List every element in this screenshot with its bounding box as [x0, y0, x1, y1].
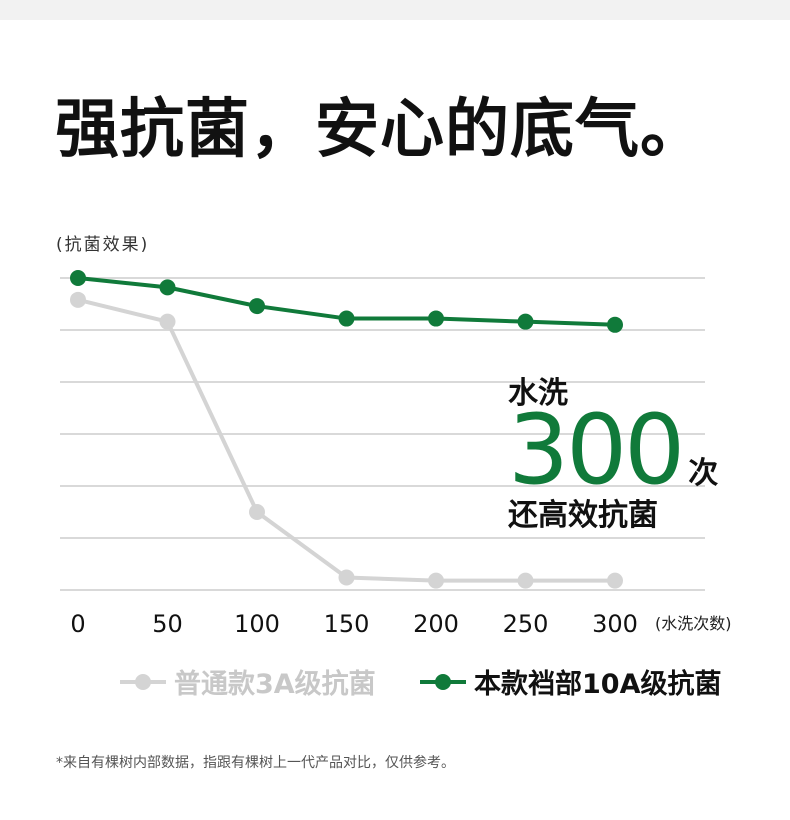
y-axis-label: (抗菌效果)	[56, 235, 150, 255]
data-point-s1-4	[428, 310, 444, 327]
data-point-s0-1	[159, 313, 176, 330]
data-point-s1-5	[517, 313, 534, 330]
chart-legend: 普通款3A级抗菌 本款裆部10A级抗菌	[0, 662, 790, 702]
callout-number-row: 300 次	[508, 402, 718, 498]
data-point-s0-5	[517, 572, 534, 589]
callout-top-text: 水洗	[508, 376, 568, 411]
legend-label-premium: 本款裆部10A级抗菌	[474, 669, 722, 700]
footnote: *来自有棵树内部数据，指跟有棵树上一代产品对比，仅供参考。	[56, 755, 455, 771]
legend-item-premium: 本款裆部10A级抗菌	[420, 662, 721, 701]
data-point-s0-3	[338, 569, 355, 586]
x-tick-label-3: 150	[324, 610, 370, 638]
page-title: 强抗菌，安心的底气。	[55, 93, 705, 167]
top-band	[0, 0, 790, 20]
x-tick-label-1: 50	[152, 610, 183, 638]
x-tick-label-5: 250	[503, 610, 549, 638]
legend-label-standard: 普通款3A级抗菌	[174, 669, 376, 700]
data-point-s0-4	[428, 572, 444, 589]
data-point-s1-0	[70, 270, 86, 286]
data-point-s1-1	[159, 279, 176, 296]
x-axis-label: (水洗次数)	[655, 614, 732, 633]
legend-swatch-premium	[420, 672, 466, 692]
data-point-s0-0	[70, 291, 86, 308]
data-point-s1-2	[249, 298, 265, 315]
callout-number: 300	[508, 394, 685, 506]
callout-unit: 次	[688, 456, 719, 491]
data-point-s0-6	[607, 572, 623, 589]
x-tick-label-2: 100	[234, 610, 280, 638]
x-tick-label-0: 0	[70, 610, 85, 638]
line-chart: 0 50 100 150 200 250 300 (水洗次数)	[60, 270, 732, 638]
x-tick-label-6: 300	[592, 610, 638, 638]
data-point-s0-2	[249, 504, 265, 520]
legend-item-standard: 普通款3A级抗菌	[120, 662, 376, 701]
data-point-s1-6	[607, 316, 623, 333]
x-tick-label-4: 200	[413, 610, 459, 638]
legend-swatch-standard	[120, 672, 166, 692]
data-point-s1-3	[338, 310, 355, 327]
callout-bottom-text: 还高效抗菌	[508, 498, 658, 533]
